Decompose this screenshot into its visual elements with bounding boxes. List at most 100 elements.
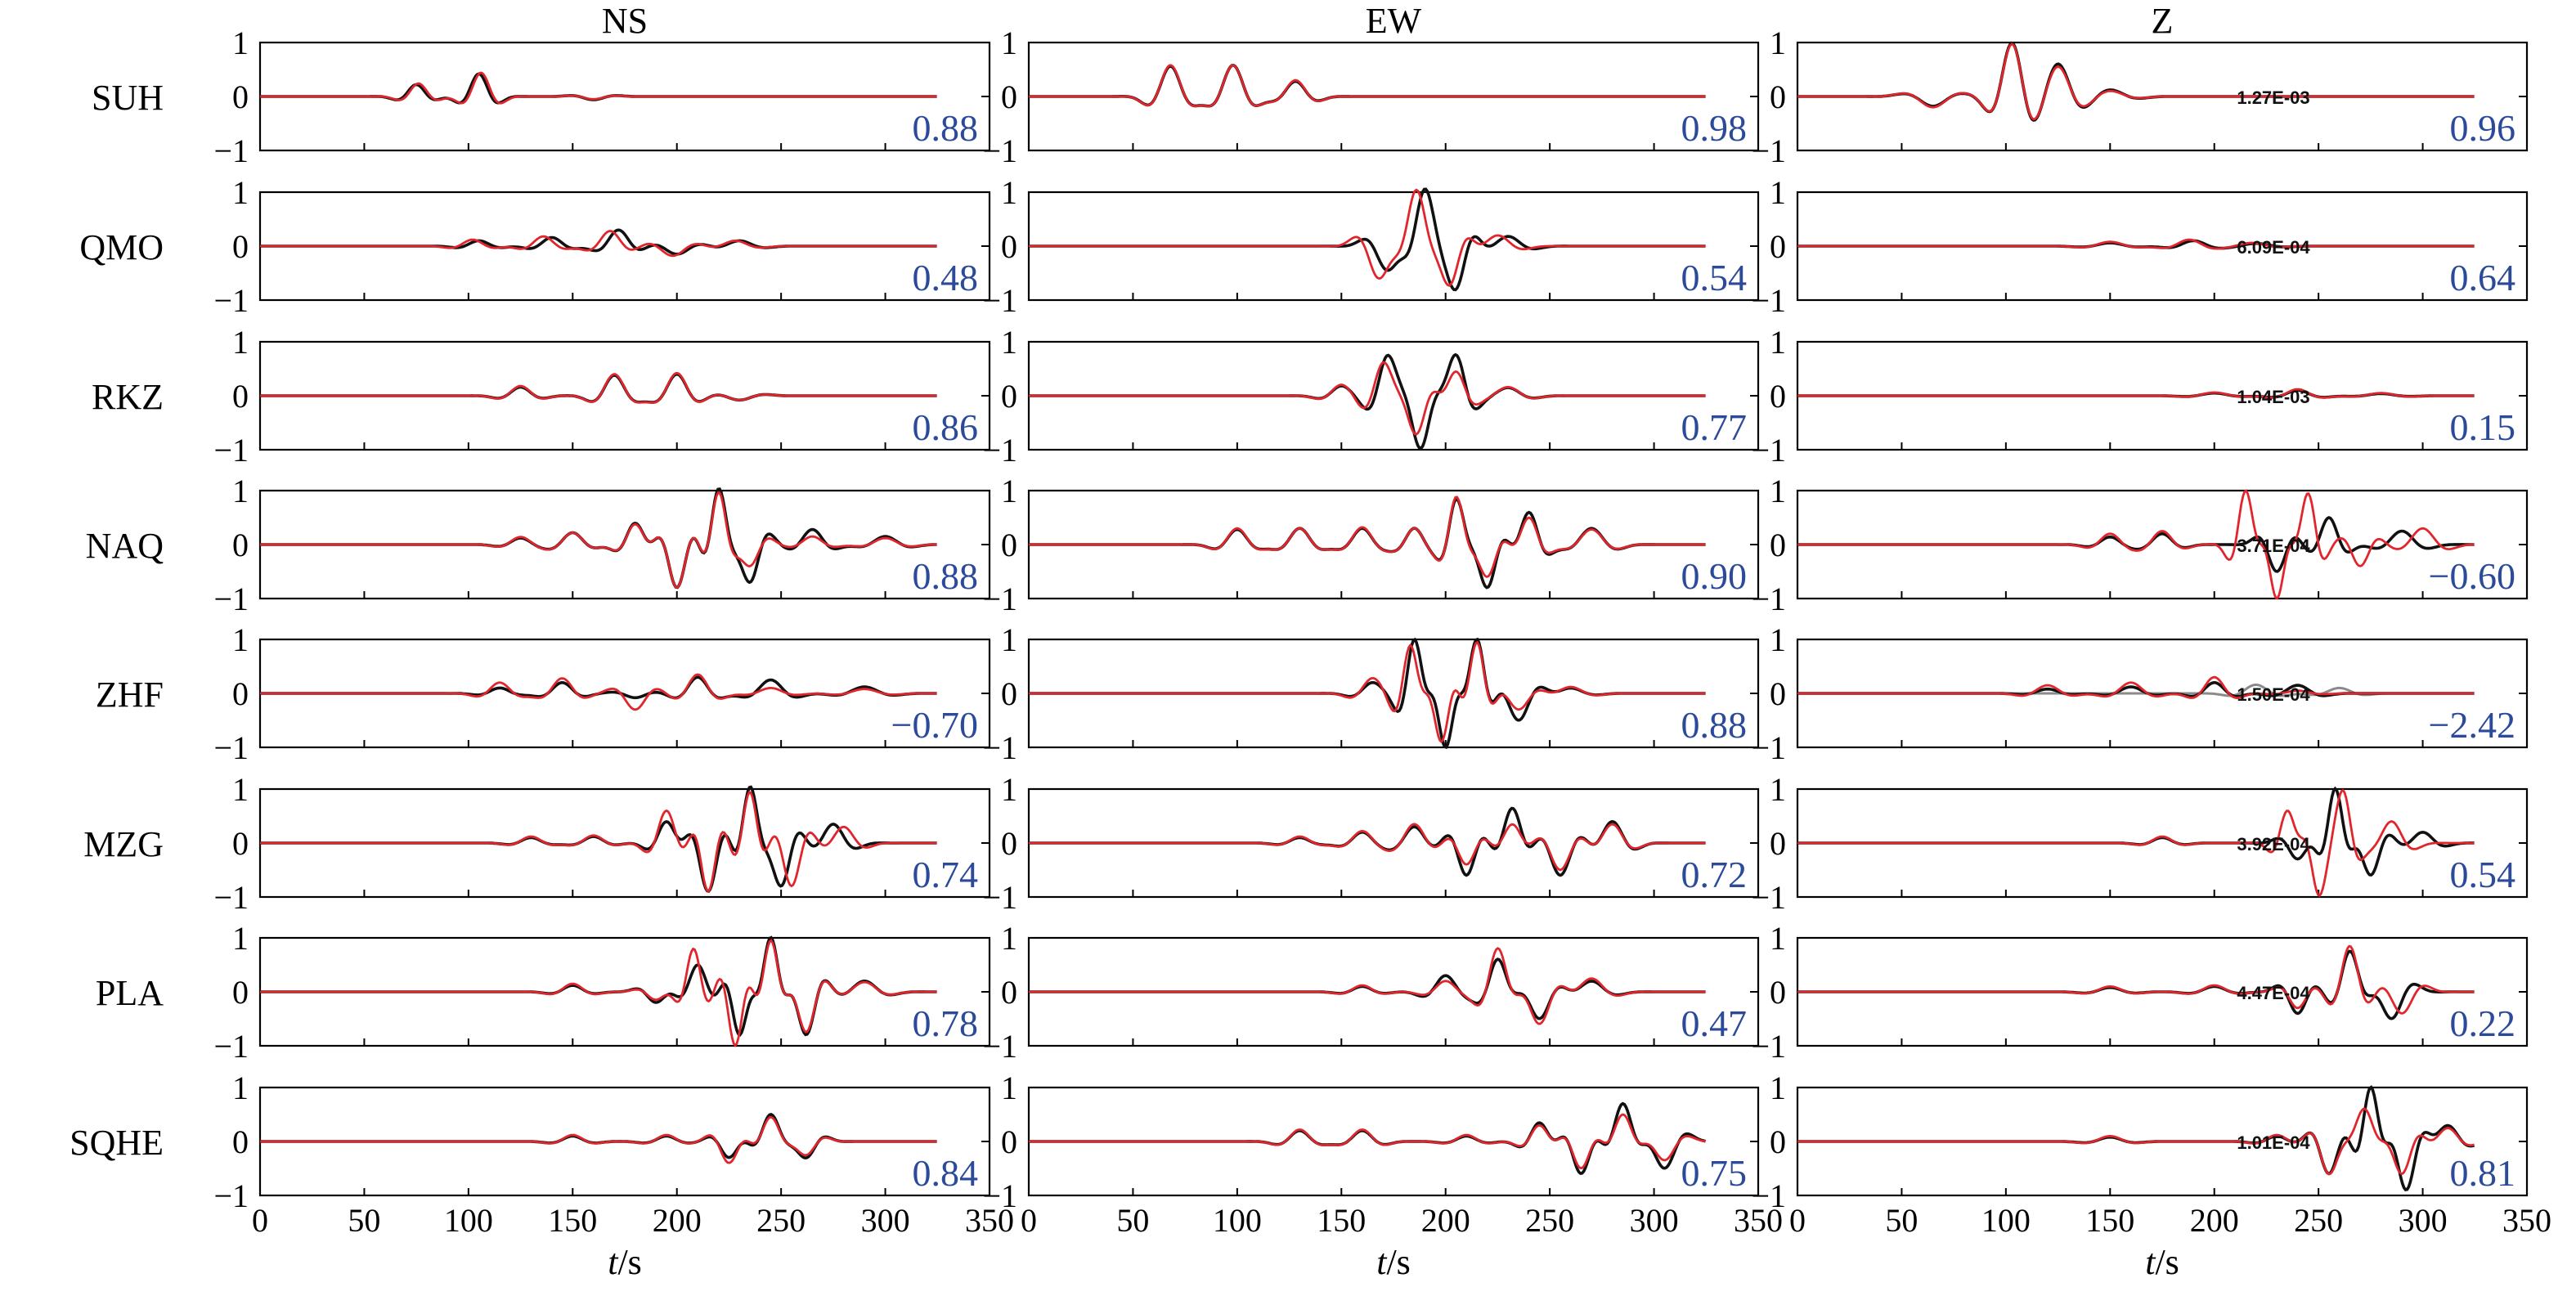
x-tick-label: 350	[2502, 1202, 2551, 1239]
observed-trace	[1029, 497, 1706, 590]
correlation-coefficient: 0.47	[1681, 1002, 1748, 1044]
x-tick-label: 0	[1789, 1202, 1806, 1239]
y-tick-label: −1	[213, 879, 249, 916]
correlation-coefficient: 0.90	[1681, 555, 1748, 597]
x-tick-label: 300	[1630, 1202, 1679, 1239]
y-tick-label: 1	[1001, 25, 1017, 61]
observed-trace	[1797, 949, 2475, 1020]
y-tick-label: −1	[1751, 879, 1786, 916]
y-tick-label: 1	[232, 25, 249, 61]
synthetic-trace	[1029, 947, 1706, 1025]
station-label-qmo: QMO	[79, 227, 164, 267]
x-tick-label: 100	[1981, 1202, 2031, 1239]
x-tick-label: 150	[1317, 1202, 1366, 1239]
y-tick-label: 1	[1770, 473, 1786, 509]
y-tick-label: −1	[982, 879, 1017, 916]
panel-naq-ns: 1 0 −1 0.88	[213, 473, 991, 617]
x-axis-ew: 0 50 100 150 200 250 300 350 t/s	[1021, 1202, 1783, 1282]
x-axis-ns: 0 50 100 150 200 250 300 350 t/s	[252, 1202, 1014, 1282]
synthetic-trace	[260, 1115, 937, 1164]
correlation-coefficient: 0.15	[2450, 406, 2516, 448]
y-tick-label: 0	[1770, 78, 1786, 115]
observed-trace	[1029, 63, 1706, 108]
correlation-coefficient: 0.64	[2450, 257, 2516, 298]
y-tick-label: −1	[1751, 581, 1786, 617]
correlation-coefficient: 0.78	[913, 1002, 979, 1044]
synthetic-trace	[260, 371, 937, 404]
y-tick-label: 0	[232, 78, 249, 115]
panel-mzg-z: 1 0 −1 3.92E-04 0.54	[1751, 771, 2529, 916]
z-amplitude-label: 4.47E-04	[2237, 983, 2310, 1003]
correlation-coefficient: 0.98	[1681, 107, 1748, 149]
column-title-ns: NS	[602, 1, 648, 41]
y-tick-label: 0	[232, 675, 249, 712]
z-amplitude-label: 1.04E-03	[2237, 387, 2309, 407]
y-tick-label: 0	[1770, 527, 1786, 563]
y-tick-label: 1	[1770, 771, 1786, 808]
y-tick-label: 0	[1001, 527, 1017, 563]
y-tick-label: −1	[213, 432, 249, 469]
y-tick-label: 1	[1770, 25, 1786, 61]
x-axis-variable: t	[1376, 1242, 1388, 1282]
y-tick-label: 0	[1770, 228, 1786, 265]
y-tick-label: −1	[982, 282, 1017, 319]
y-tick-label: −1	[982, 432, 1017, 469]
y-tick-label: 1	[1770, 920, 1786, 957]
synthetic-trace	[260, 71, 937, 105]
observed-trace	[1797, 1085, 2475, 1191]
x-tick-label: 50	[348, 1202, 380, 1239]
x-axis-variable: t	[608, 1242, 619, 1282]
correlation-coefficient: 0.88	[913, 107, 979, 149]
x-tick-label: 250	[2294, 1202, 2343, 1239]
y-tick-label: 0	[1770, 675, 1786, 712]
observed-trace	[1797, 41, 2475, 122]
x-tick-label: 300	[2399, 1202, 2448, 1239]
x-tick-label: 50	[1116, 1202, 1149, 1239]
column-title-z: Z	[2152, 1, 2174, 41]
x-tick-label: 150	[2085, 1202, 2134, 1239]
y-tick-label: 0	[1001, 1123, 1017, 1160]
y-tick-label: 0	[1770, 1123, 1786, 1160]
station-label-rkz: RKZ	[92, 377, 164, 417]
panel-qmo-ew: 1 0 −1 0.54	[982, 174, 1760, 319]
observed-trace	[260, 487, 937, 590]
panel-naq-z: 1 0 −1 3.71E-04 −0.60	[1751, 473, 2529, 617]
correlation-coefficient: 0.88	[913, 555, 979, 597]
y-tick-label: 1	[1770, 621, 1786, 658]
observed-trace	[1029, 187, 1706, 292]
x-tick-label: 350	[1734, 1202, 1783, 1239]
x-axis-title: t/s	[1376, 1242, 1411, 1282]
y-tick-label: −1	[1751, 1028, 1786, 1065]
y-tick-label: 1	[1001, 1070, 1017, 1106]
synthetic-trace	[260, 491, 937, 589]
y-tick-label: 1	[232, 174, 249, 211]
correlation-coefficient: 0.74	[913, 854, 979, 895]
correlation-coefficient: 0.86	[913, 406, 979, 448]
y-tick-label: 0	[1001, 228, 1017, 265]
y-tick-label: −1	[213, 1177, 249, 1214]
y-tick-label: 1	[232, 621, 249, 658]
synthetic-trace	[260, 939, 937, 1047]
panel-suh-z: 1 0 −1 1.27E-03 0.96	[1751, 25, 2529, 169]
observed-trace	[1029, 806, 1706, 877]
x-tick-label: 350	[965, 1202, 1014, 1239]
y-tick-label: 0	[232, 228, 249, 265]
correlation-coefficient: 0.48	[913, 257, 979, 298]
z-amplitude-label: 1.01E-04	[2237, 1132, 2310, 1153]
y-tick-label: 1	[1001, 473, 1017, 509]
z-amplitude-label: 3.71E-04	[2237, 536, 2310, 556]
synthetic-trace	[260, 791, 937, 893]
synthetic-trace	[1029, 823, 1706, 872]
y-tick-label: 0	[1001, 974, 1017, 1011]
y-tick-label: 0	[1770, 974, 1786, 1011]
station-label-pla: PLA	[96, 973, 164, 1013]
y-tick-label: −1	[982, 1177, 1017, 1214]
synthetic-trace	[1797, 675, 2475, 700]
panel-naq-ew: 1 0 −1 0.90	[982, 473, 1760, 617]
synthetic-trace	[1029, 496, 1706, 578]
panel-sqhe-z: 1 0 −1 1.01E-04 0.81	[1751, 1070, 2529, 1214]
x-axis-z: 0 50 100 150 200 250 300 350 t/s	[1789, 1202, 2551, 1282]
y-tick-label: 0	[232, 1123, 249, 1160]
x-tick-label: 250	[756, 1202, 806, 1239]
x-axis-variable: t	[2145, 1242, 2156, 1282]
